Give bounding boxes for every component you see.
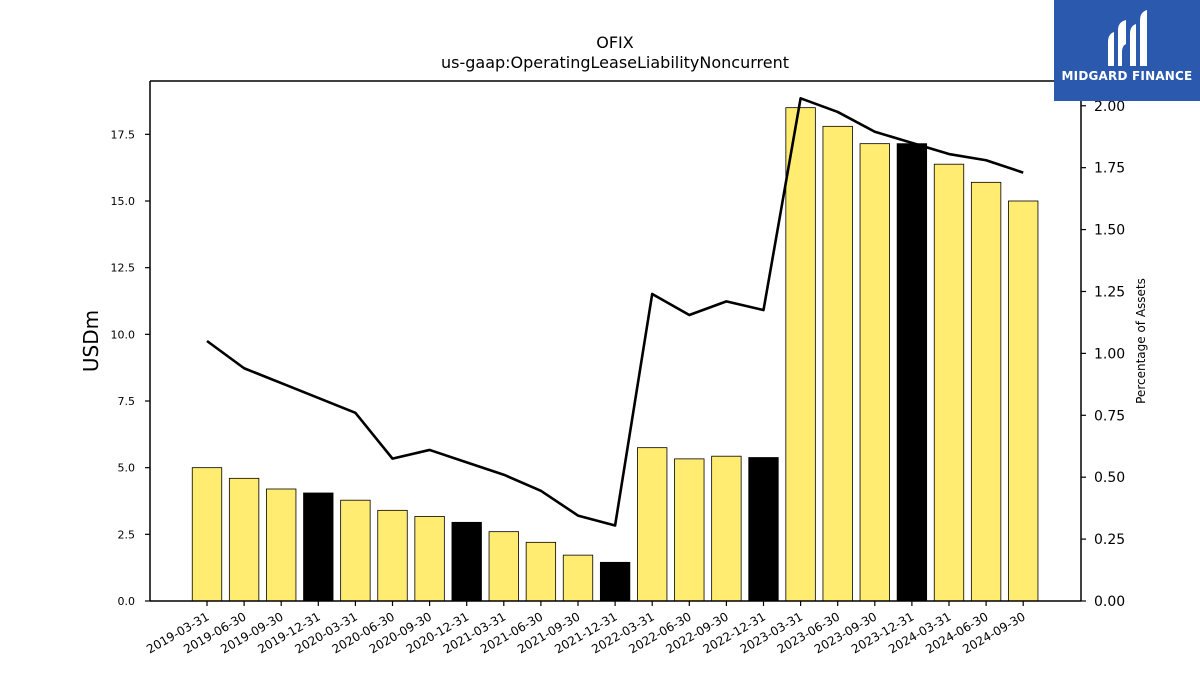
chart-title: OFIX (596, 33, 634, 52)
y-tick-label: 12.5 (111, 262, 136, 275)
bar-2023-09-30 (859, 143, 890, 602)
bar-2022-09-30 (711, 455, 742, 602)
bar-2020-06-30 (377, 509, 408, 602)
bar-2019-03-31 (191, 467, 223, 602)
y2-tick-label: 2.00 (1094, 99, 1125, 115)
bar-2019-09-30 (266, 488, 297, 602)
y-tick-label: 2.5 (118, 528, 136, 541)
y-tick-label: 10.0 (111, 328, 136, 341)
bar-2024-06-30 (970, 181, 1002, 602)
bar-2021-09-30 (562, 554, 594, 602)
y2-tick-label: 0.50 (1094, 470, 1125, 486)
line-layer (206, 97, 1024, 527)
y2-tick-label: 0.00 (1094, 594, 1125, 610)
bar-2021-03-31 (488, 531, 519, 602)
bar-2019-12-31 (303, 492, 334, 602)
bar-2021-06-30 (525, 541, 557, 602)
midgard-logo-icon (1108, 10, 1147, 66)
bar-2022-06-30 (674, 458, 705, 602)
logo-text: MIDGARD FINANCE (1061, 69, 1193, 83)
bar-2020-03-31 (340, 499, 371, 602)
bars (191, 107, 1039, 602)
percentage-line (206, 97, 1024, 527)
bar-2023-03-31 (785, 107, 816, 602)
y-tick-label: 5.0 (118, 462, 136, 475)
y-axis-label: USDm (79, 310, 103, 372)
y2-tick-label: 1.75 (1094, 161, 1125, 177)
y-tick-label: 15.0 (111, 195, 136, 208)
y-tick-label: 17.5 (111, 128, 136, 141)
y2-tick-label: 1.00 (1094, 346, 1125, 362)
y2-tick-label: 1.50 (1094, 223, 1125, 239)
bar-2023-06-30 (822, 125, 853, 602)
y2-tick-label: 1.25 (1094, 284, 1125, 300)
bar-2022-03-31 (637, 447, 668, 602)
bar-2020-09-30 (414, 516, 445, 602)
y-tick-label: 0.0 (118, 595, 136, 608)
midgard-finance-logo: MIDGARD FINANCE (1054, 0, 1200, 101)
bar-2021-12-31 (599, 561, 631, 602)
y2-tick-label: 0.75 (1094, 408, 1125, 424)
bar-2024-09-30 (1008, 200, 1039, 602)
bar-2022-12-31 (748, 457, 779, 602)
chart-subtitle: us-gaap:OperatingLeaseLiabilityNoncurren… (440, 53, 790, 72)
bar-2024-03-31 (933, 163, 965, 602)
bar-2019-06-30 (228, 477, 260, 602)
y2-tick-label: 0.25 (1094, 532, 1125, 548)
y2-axis-label: Percentage of Assets (1134, 278, 1148, 404)
y-tick-label: 7.5 (118, 395, 136, 408)
bar-2023-12-31 (896, 143, 928, 602)
bar-2020-12-31 (451, 521, 482, 602)
